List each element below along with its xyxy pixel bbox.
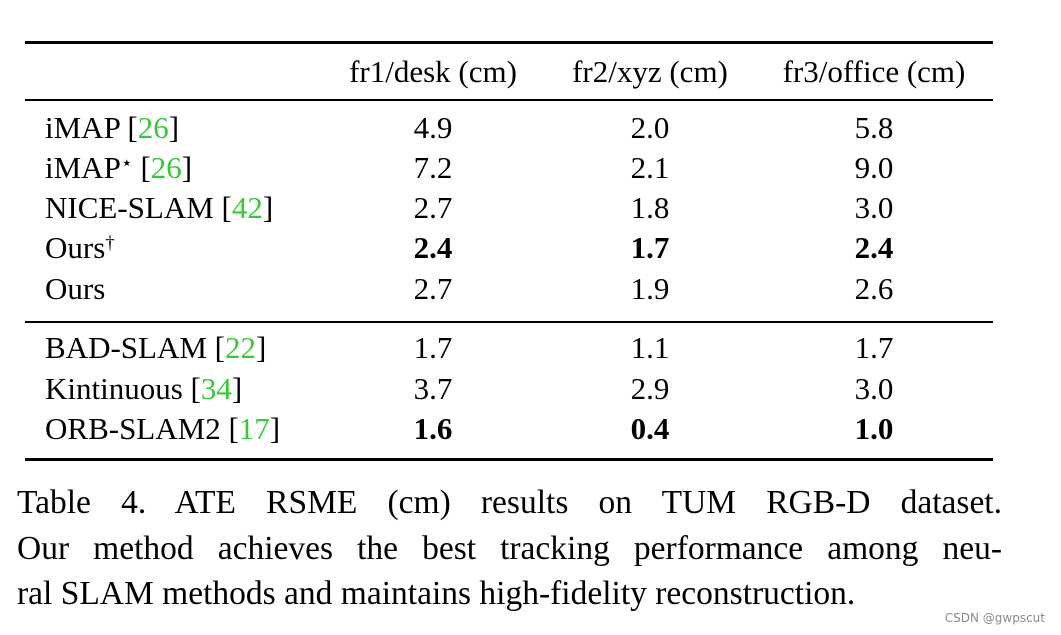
method-superscript: †	[105, 233, 115, 254]
method-name: BAD-SLAM	[45, 330, 207, 365]
method-name: iMAP	[45, 110, 120, 145]
table-cell: 1.0	[854, 411, 894, 446]
group-separator-rule	[25, 321, 993, 323]
table-cell: 9.0	[854, 150, 894, 185]
caption-line: ral SLAM methods and maintains high-fide…	[17, 575, 856, 612]
table-cell: 1.8	[630, 190, 670, 225]
top-rule	[25, 41, 993, 44]
table-cell: 3.7	[413, 371, 453, 406]
table-cell: 1.9	[630, 271, 670, 306]
method-name: Kintinuous	[45, 371, 183, 406]
method-label: BAD-SLAM [22]	[45, 330, 267, 365]
table-cell: 1.6	[413, 411, 453, 446]
method-label: NICE-SLAM [42]	[45, 190, 274, 225]
method-label: iMAP⋆ [26]	[45, 150, 193, 185]
table-cell: 2.6	[854, 271, 894, 306]
bottom-rule	[25, 458, 993, 461]
table-cell: 3.0	[854, 190, 894, 225]
method-label: Ours	[45, 271, 105, 307]
table-cell: 1.1	[630, 330, 670, 365]
method-name: iMAP	[45, 150, 121, 185]
column-header-fr2-xyz: fr2/xyz (cm)	[572, 54, 728, 89]
table-cell: 2.7	[413, 190, 453, 225]
column-header-fr1-desk: fr1/desk (cm)	[349, 54, 517, 89]
method-name: Ours	[45, 271, 106, 306]
citation-link[interactable]: 34	[200, 371, 232, 406]
table-cell: 2.4	[413, 230, 453, 265]
citation-link[interactable]: 17	[238, 411, 270, 446]
method-label: Ours†	[45, 230, 115, 266]
table-cell: 2.9	[630, 371, 670, 406]
citation-link[interactable]: 26	[150, 150, 182, 185]
table-cell: 2.7	[413, 271, 453, 306]
watermark: CSDN @gwpscut	[944, 611, 1045, 625]
method-name: ORB-SLAM2	[45, 411, 221, 446]
caption-line: Our method achieves the best tracking pe…	[17, 529, 1002, 567]
table-cell: 1.7	[413, 330, 453, 365]
table-cell: 2.1	[630, 150, 670, 185]
citation-link[interactable]: 22	[224, 330, 256, 365]
table-cell: 1.7	[854, 330, 894, 365]
caption-line: Table 4. ATE RSME (cm) results on TUM RG…	[17, 484, 1002, 521]
table-cell: 1.7	[630, 230, 670, 265]
table-cell: 4.9	[413, 110, 453, 145]
table-cell: 3.0	[854, 371, 894, 406]
method-label: iMAP [26]	[45, 110, 180, 145]
citation-link[interactable]: 42	[231, 190, 263, 225]
method-label: Kintinuous [34]	[45, 371, 243, 406]
citation-link[interactable]: 26	[137, 110, 169, 145]
table-cell: 2.4	[854, 230, 894, 265]
table-cell: 7.2	[413, 150, 453, 185]
method-label: ORB-SLAM2 [17]	[45, 411, 281, 446]
table-cell: 5.8	[854, 110, 894, 145]
method-superscript: ⋆	[120, 153, 133, 174]
method-name: Ours	[45, 230, 106, 265]
header-rule	[25, 99, 993, 101]
table-cell: 0.4	[630, 411, 670, 446]
column-header-fr3-office: fr3/office (cm)	[782, 54, 966, 89]
method-name: NICE-SLAM	[45, 190, 214, 225]
table-cell: 2.0	[630, 110, 670, 145]
table-caption: Table 4. ATE RSME (cm) results on TUM RG…	[17, 480, 1002, 617]
